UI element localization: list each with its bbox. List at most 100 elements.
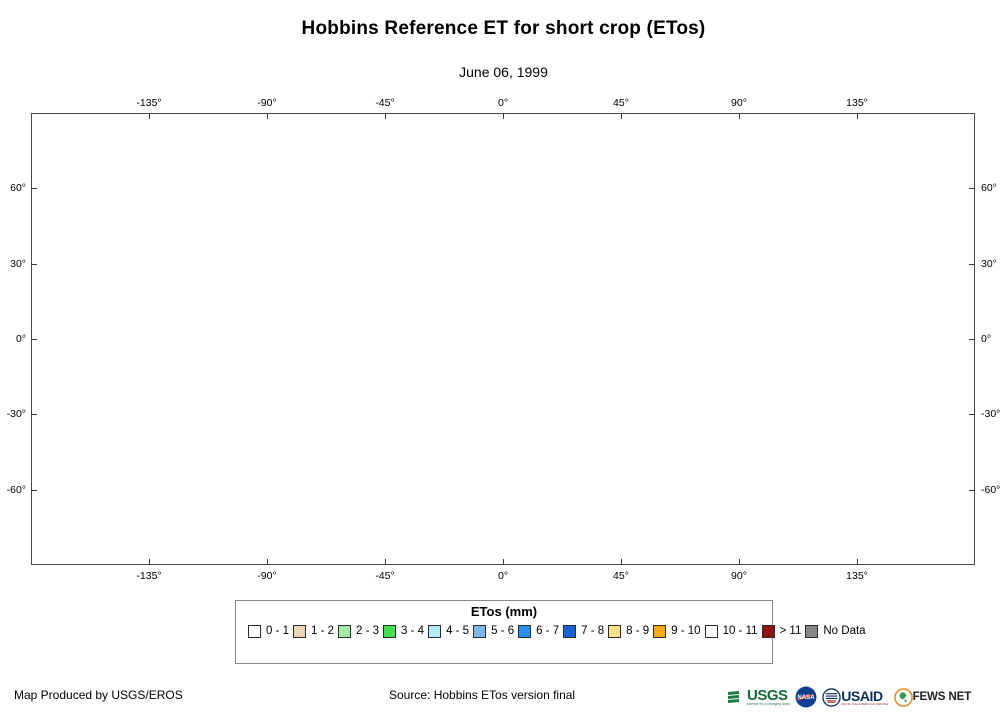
legend-panel[interactable]: ETos (mm) 0 - 1 1 - 2 2 - 3 3 - 4 4 - 5 5 - 6… [235, 600, 866, 664]
legend-swatch [428, 624, 442, 638]
legend-swatch [383, 624, 397, 638]
legend-swatch [338, 624, 352, 638]
usaid-seal-icon [822, 687, 841, 707]
legend-label: 5 - 6 [491, 625, 515, 637]
y-axis-label: 30° [10, 257, 26, 270]
legend-label: 4 - 5 [446, 625, 470, 637]
agency-logos: USGS science for a changing world NASA U… [727, 684, 971, 710]
y-axis-label: -30° [6, 408, 26, 421]
legend-item[interactable]: 6 - 7 [518, 623, 559, 639]
x-axis-tick [621, 113, 622, 119]
y-axis-label: 0° [15, 333, 26, 345]
legend-swatch [293, 624, 307, 638]
x-axis-label: -135° [136, 97, 162, 109]
legend-label: 3 - 4 [401, 625, 425, 637]
footer-producer: Map Produced by USGS/EROS [14, 688, 183, 702]
legend-label: 6 - 7 [536, 625, 560, 637]
legend-item[interactable]: 3 - 4 [383, 623, 424, 639]
map-date-subtitle: June 06, 1999 [459, 64, 548, 80]
legend-swatch [518, 624, 532, 638]
usaid-tagline: FROM THE AMERICAN PEOPLE [841, 701, 889, 706]
x-axis-tick [739, 559, 740, 565]
usgs-logo[interactable]: USGS science for a changing world [727, 684, 790, 710]
legend-label: 9 - 10 [671, 625, 701, 637]
x-axis-label: -90° [257, 570, 277, 582]
fews-net-label: FEWS NET [912, 691, 972, 703]
y-axis-label: 60° [10, 182, 26, 195]
x-axis-tick [621, 559, 622, 565]
legend-item[interactable]: 4 - 5 [428, 623, 469, 639]
x-axis-label: -45° [375, 97, 395, 109]
legend-item[interactable]: > 11 [761, 623, 802, 639]
legend-item[interactable]: 10 - 11 [704, 623, 758, 639]
legend-label: 1 - 2 [311, 625, 335, 637]
y-axis-tick [31, 489, 37, 491]
y-axis-label: 60° [981, 182, 997, 195]
map-frame [31, 113, 975, 565]
legend-item[interactable]: 2 - 3 [338, 623, 379, 639]
map-container[interactable] [31, 113, 975, 565]
y-axis-label: 0° [981, 333, 992, 345]
page-title: Hobbins Reference ET for short crop (ETo… [301, 18, 706, 39]
x-axis-tick [385, 113, 386, 119]
footer-source: Source: Hobbins ETos version final [389, 688, 576, 702]
legend-swatch [653, 624, 667, 638]
y-axis-tick [969, 263, 975, 265]
legend-item[interactable]: No Data [805, 623, 866, 639]
x-axis-tick [149, 559, 150, 565]
x-axis-tick [149, 113, 150, 119]
legend-swatch [761, 624, 775, 638]
x-axis-label: -135° [136, 570, 162, 582]
legend-label: 7 - 8 [581, 625, 605, 637]
x-axis-tick [857, 559, 858, 565]
legend-title: ETos (mm) [470, 604, 538, 619]
legend-swatch [704, 624, 718, 638]
legend-swatch [805, 624, 819, 638]
x-axis-label: 90° [731, 570, 747, 582]
x-axis-label: 0° [497, 97, 509, 109]
x-axis-label: -45° [375, 570, 395, 582]
x-axis-label: -90° [257, 97, 277, 109]
x-axis-label: 135° [846, 570, 868, 582]
y-axis-tick [969, 188, 975, 190]
usgs-label: USGS [747, 686, 788, 704]
x-axis-tick [857, 113, 858, 119]
legend-swatch [563, 624, 577, 638]
legend-items: 0 - 1 1 - 2 2 - 3 3 - 4 4 - 5 5 - 6 6 - 7 7 - 8… [248, 623, 866, 639]
x-axis-tick [739, 113, 740, 119]
y-axis-tick [31, 263, 37, 265]
y-axis-label: 30° [981, 257, 997, 270]
y-axis-tick [31, 188, 37, 190]
y-axis-tick [969, 339, 975, 340]
legend-item[interactable]: 7 - 8 [563, 623, 604, 639]
usaid-label: USAID [841, 687, 883, 704]
svg-text:NASA: NASA [798, 695, 816, 701]
x-axis-tick [267, 559, 268, 565]
y-axis-tick [31, 414, 37, 416]
y-axis-tick [969, 414, 975, 416]
nasa-meatball-icon: NASA [795, 686, 817, 708]
fews-net-logo[interactable]: FEWS NET [893, 684, 972, 710]
legend-item[interactable]: 8 - 9 [608, 623, 649, 639]
legend-item[interactable]: 5 - 6 [473, 623, 514, 639]
usgs-wave-icon [728, 691, 739, 703]
x-axis-label: 90° [731, 97, 747, 109]
y-axis-tick [31, 339, 37, 340]
y-axis-label: -30° [981, 408, 1001, 421]
x-axis-tick [503, 559, 504, 565]
y-axis-tick [969, 489, 975, 491]
nasa-logo[interactable]: NASA [795, 684, 817, 710]
legend-item[interactable]: 9 - 10 [653, 623, 701, 639]
legend-item[interactable]: 1 - 2 [293, 623, 334, 639]
legend-label: 8 - 9 [626, 625, 650, 637]
x-axis-label: 45° [613, 97, 629, 109]
usgs-tagline: science for a changing world [747, 701, 791, 706]
fews-globe-icon [893, 687, 913, 707]
legend-item[interactable]: 0 - 1 [248, 623, 289, 639]
legend-label: No Data [823, 625, 866, 637]
usaid-logo[interactable]: USAID FROM THE AMERICAN PEOPLE [822, 684, 888, 710]
legend-label: > 11 [779, 625, 802, 637]
y-axis-label: -60° [6, 483, 26, 496]
legend-swatch [248, 624, 261, 638]
legend-swatch [608, 624, 622, 638]
